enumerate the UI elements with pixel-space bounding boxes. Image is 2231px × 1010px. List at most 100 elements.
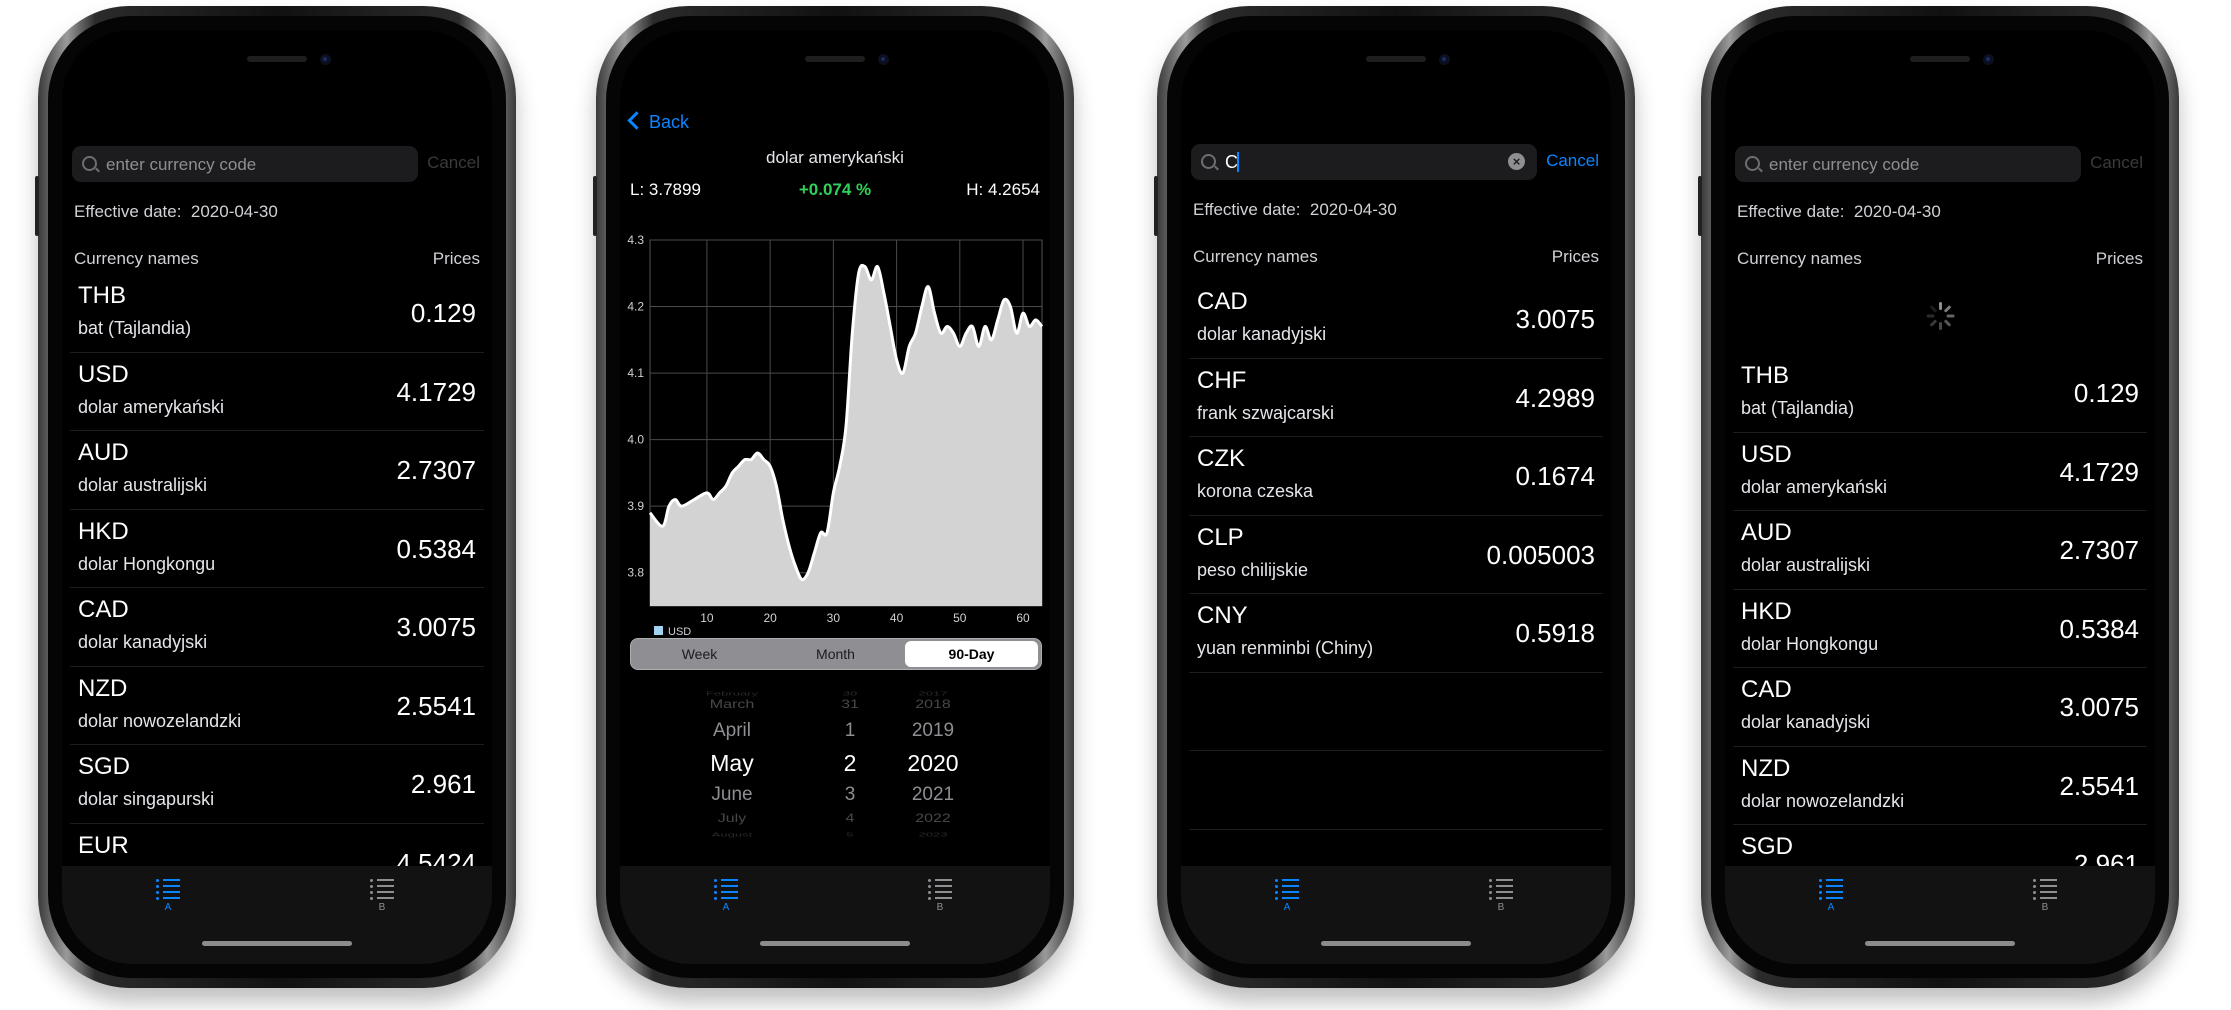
- speaker-grille: [805, 56, 865, 62]
- picker-year-column[interactable]: 2017 2018 2019 2020 2021 2022 2023: [888, 686, 978, 854]
- usd-series-line: [648, 263, 1044, 582]
- currency-code: CAD: [1741, 676, 1792, 703]
- list-icon: [928, 878, 952, 900]
- currency-name: korona czeska: [1197, 481, 1314, 501]
- front-camera: [1983, 54, 1994, 65]
- search-field[interactable]: enter currency code: [1735, 146, 2081, 182]
- list-icon: [714, 878, 738, 900]
- currency-price: 2.961: [410, 769, 476, 799]
- currency-name: dolar Hongkongu: [1741, 633, 1879, 654]
- currency-price: 0.5384: [396, 533, 476, 564]
- search-results-screen: C × Cancel Effective date: 2020-04-30 Cu…: [1181, 30, 1611, 964]
- currency-row[interactable]: THB bat (Tajlandia) 0.129: [1733, 354, 2147, 433]
- list-icon: [156, 878, 180, 900]
- tab-a[interactable]: A: [1257, 878, 1317, 913]
- currency-row[interactable]: SGD dolar singapurski 2.961: [70, 745, 484, 824]
- tab-label: A: [1827, 902, 1835, 913]
- currency-row[interactable]: CNY yuan renminbi (Chiny) 0.5918: [1189, 594, 1603, 673]
- currency-row[interactable]: THB bat (Tajlandia) 0.129: [70, 274, 484, 353]
- x-tick-label: 40: [890, 611, 904, 625]
- currency-row[interactable]: CAD dolar kanadyjski 3.0075: [1733, 668, 2147, 747]
- empty-row: [1189, 673, 1603, 751]
- currency-code: NZD: [78, 674, 128, 702]
- currency-price: 3.0075: [1515, 304, 1595, 334]
- currency-row[interactable]: AUD dolar australijski 2.7307: [70, 431, 484, 510]
- picker-year-option: 2023: [918, 831, 948, 838]
- cancel-button[interactable]: Cancel: [427, 153, 480, 172]
- search-input-value: C: [1225, 152, 1238, 172]
- currency-price: 0.1674: [1515, 461, 1595, 491]
- tab-a[interactable]: A: [1801, 878, 1861, 913]
- picker-year-option: 2019: [911, 720, 955, 741]
- currency-name: dolar amerykański: [1741, 476, 1888, 497]
- picker-year-option: 2022: [915, 812, 951, 825]
- search-field[interactable]: C ×: [1191, 144, 1537, 180]
- currency-code: SGD: [78, 753, 131, 780]
- x-tick-label: 50: [953, 611, 967, 625]
- currency-list-loading-screen: enter currency code Cancel Effective dat…: [1725, 30, 2155, 964]
- date-picker[interactable]: February March April May June July Augus…: [620, 686, 1050, 854]
- picker-month-column[interactable]: February March April May June July Augus…: [682, 686, 782, 854]
- currency-row[interactable]: USD dolar amerykański 4.1729: [70, 353, 484, 431]
- speaker-grille: [247, 56, 307, 62]
- currency-price: 0.005003: [1486, 539, 1595, 570]
- phone-frame: Back dolar amerykański L: 3.7899 +0.074 …: [593, 6, 1074, 988]
- period-segmented-control: Week Month 90-Day: [630, 638, 1042, 670]
- tab-b[interactable]: B: [2015, 878, 2075, 913]
- x-tick-label: 30: [827, 611, 841, 625]
- cancel-button[interactable]: Cancel: [1546, 151, 1599, 170]
- tab-b[interactable]: B: [352, 878, 412, 913]
- segment-month[interactable]: Month: [816, 646, 855, 662]
- y-tick-label: 4.3: [627, 233, 644, 247]
- currency-row[interactable]: CHF frank szwajcarski 4.2989: [1189, 359, 1603, 437]
- picker-day-column[interactable]: 30 31 1 2 3 4 5: [820, 686, 880, 854]
- picker-month-option: July: [717, 812, 747, 825]
- currency-code: USD: [78, 360, 129, 388]
- currency-list: THB bat (Tajlandia) 0.129 USD dolar ameryka…: [1725, 354, 2155, 904]
- currency-name: dolar kanadyjski: [78, 632, 208, 652]
- home-indicator: [202, 941, 352, 946]
- phone-frame: enter currency code Cancel Effective dat…: [1698, 6, 2179, 988]
- currency-row[interactable]: NZD dolar nowozelandzki 2.5541: [1733, 747, 2147, 825]
- tab-label: A: [164, 902, 172, 913]
- effective-date: Effective date: 2020-04-30: [1193, 200, 1397, 219]
- tab-bar: A B: [1181, 866, 1611, 964]
- y-tick-label: 3.9: [627, 499, 644, 513]
- x-tick-label: 20: [763, 611, 777, 625]
- currency-row[interactable]: CZK korona czeska 0.1674: [1189, 437, 1603, 516]
- picker-month-option: June: [711, 784, 753, 805]
- segment-90-day[interactable]: 90-Day: [905, 641, 1038, 667]
- currency-row[interactable]: NZD dolar nowozelandzki 2.5541: [70, 667, 484, 745]
- currency-price: 2.7307: [2059, 535, 2139, 565]
- currency-row[interactable]: CAD dolar kanadyjski 3.0075: [1189, 280, 1603, 359]
- currency-code: NZD: [1741, 754, 1791, 782]
- list-icon: [1275, 878, 1299, 900]
- list-icon: [1489, 878, 1513, 900]
- currency-row[interactable]: HKD dolar Hongkongu 0.5384: [70, 510, 484, 588]
- currency-row[interactable]: CAD dolar kanadyjski 3.0075: [70, 588, 484, 667]
- cancel-button[interactable]: Cancel: [2090, 153, 2143, 172]
- currency-row[interactable]: AUD dolar australijski 2.7307: [1733, 511, 2147, 590]
- currency-code: AUD: [78, 439, 129, 466]
- currency-name: dolar australijski: [78, 475, 208, 495]
- tab-a[interactable]: A: [138, 878, 198, 913]
- tab-bar: A B: [620, 866, 1050, 964]
- tab-a[interactable]: A: [696, 878, 756, 913]
- search-placeholder: enter currency code: [106, 155, 257, 174]
- currency-name: dolar australijski: [1741, 555, 1871, 575]
- currency-name: dolar Hongkongu: [78, 553, 216, 574]
- tab-b[interactable]: B: [1471, 878, 1531, 913]
- currency-price: 4.2989: [1515, 382, 1595, 413]
- currency-row[interactable]: USD dolar amerykański 4.1729: [1733, 433, 2147, 511]
- currency-row[interactable]: CLP peso chilijskie 0.005003: [1189, 516, 1603, 594]
- clear-icon[interactable]: ×: [1508, 153, 1525, 170]
- search-field[interactable]: enter currency code: [72, 146, 418, 182]
- segment-week[interactable]: Week: [681, 646, 718, 662]
- tab-b[interactable]: B: [910, 878, 970, 913]
- currency-price: 2.7307: [396, 455, 476, 485]
- currency-code: THB: [1741, 362, 1789, 389]
- picker-year-option: 2018: [915, 698, 951, 711]
- effective-date: Effective date: 2020-04-30: [74, 202, 278, 221]
- back-button[interactable]: Back: [627, 111, 689, 133]
- currency-row[interactable]: HKD dolar Hongkongu 0.5384: [1733, 590, 2147, 668]
